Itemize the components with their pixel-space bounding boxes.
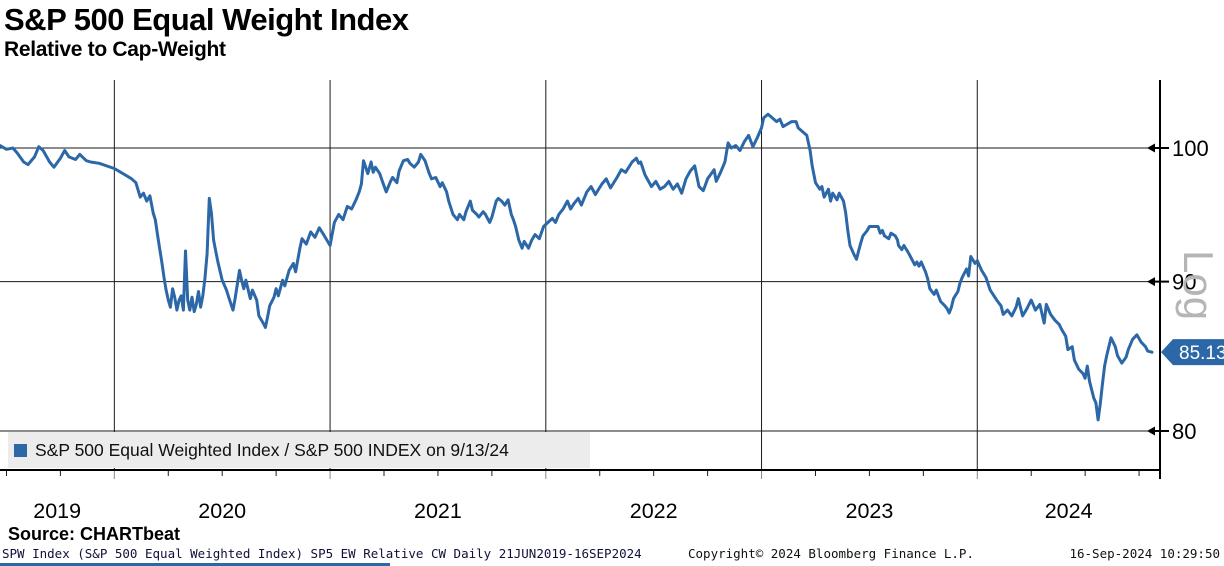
y-tick-label: 80 xyxy=(1172,419,1196,444)
chart-header: S&P 500 Equal Weight Index Relative to C… xyxy=(4,2,409,62)
legend-series-marker-icon xyxy=(14,443,27,457)
log-scale-label: Log xyxy=(1175,250,1222,320)
last-price-label: 85.13 xyxy=(1179,343,1224,364)
copyright-notice: Copyright© 2024 Bloomberg Finance L.P. xyxy=(688,546,974,561)
x-year-label: 2022 xyxy=(630,499,678,523)
source-label: Source: CHARTbeat xyxy=(8,524,181,544)
security-description: SPW Index (S&P 500 Equal Weighted Index)… xyxy=(2,546,642,561)
y-tick-arrow-icon xyxy=(1147,277,1155,287)
x-year-label: 2020 xyxy=(198,499,246,523)
x-year-label: 2023 xyxy=(845,499,893,523)
page-subtitle: Relative to Cap-Weight xyxy=(4,37,226,61)
timestamp: 16-Sep-2024 10:29:50 xyxy=(1069,546,1220,561)
footer-meta-row: SPW Index (S&P 500 Equal Weighted Index)… xyxy=(0,546,1224,563)
y-tick-arrow-icon xyxy=(1147,143,1155,153)
legend: S&P 500 Equal Weighted Index / S&P 500 I… xyxy=(8,432,590,468)
legend-label: S&P 500 Equal Weighted Index / S&P 500 I… xyxy=(35,439,509,460)
last-price-tag xyxy=(1161,339,1224,366)
x-year-label: 2021 xyxy=(414,499,462,523)
x-year-label: 2019 xyxy=(33,499,81,523)
series-line xyxy=(0,112,1154,422)
page-title: S&P 500 Equal Weight Index xyxy=(4,2,409,37)
y-tick-arrow-icon xyxy=(1147,426,1155,436)
y-tick-label: 90 xyxy=(1172,270,1196,295)
y-tick-label: 100 xyxy=(1172,136,1209,161)
x-year-label: 2024 xyxy=(1045,499,1093,523)
bottom-accent-bar xyxy=(0,563,390,566)
